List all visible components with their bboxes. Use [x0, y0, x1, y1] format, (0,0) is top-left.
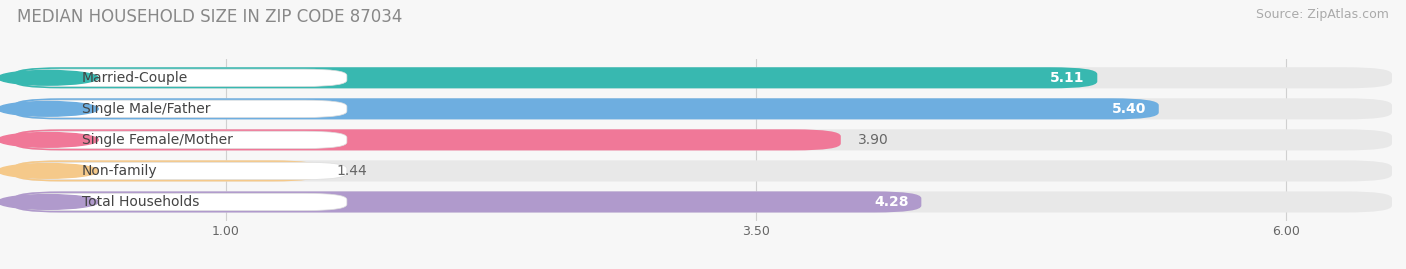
FancyBboxPatch shape [14, 98, 1159, 119]
FancyBboxPatch shape [14, 192, 921, 213]
FancyBboxPatch shape [18, 193, 347, 211]
FancyBboxPatch shape [14, 160, 1392, 182]
Text: Single Female/Mother: Single Female/Mother [82, 133, 233, 147]
FancyBboxPatch shape [18, 131, 347, 148]
Circle shape [0, 70, 98, 85]
Circle shape [0, 101, 98, 116]
FancyBboxPatch shape [14, 129, 841, 150]
Text: Non-family: Non-family [82, 164, 157, 178]
FancyBboxPatch shape [14, 67, 1392, 88]
Text: 1.44: 1.44 [336, 164, 367, 178]
FancyBboxPatch shape [18, 100, 347, 118]
Text: Married-Couple: Married-Couple [82, 71, 188, 85]
FancyBboxPatch shape [14, 160, 319, 182]
Text: 4.28: 4.28 [875, 195, 908, 209]
Circle shape [0, 194, 98, 209]
FancyBboxPatch shape [14, 129, 1392, 150]
Circle shape [0, 164, 98, 178]
Text: 3.90: 3.90 [858, 133, 889, 147]
Text: Source: ZipAtlas.com: Source: ZipAtlas.com [1256, 8, 1389, 21]
FancyBboxPatch shape [14, 67, 1097, 88]
FancyBboxPatch shape [18, 162, 347, 180]
Text: MEDIAN HOUSEHOLD SIZE IN ZIP CODE 87034: MEDIAN HOUSEHOLD SIZE IN ZIP CODE 87034 [17, 8, 402, 26]
Text: Single Male/Father: Single Male/Father [82, 102, 211, 116]
FancyBboxPatch shape [14, 192, 1392, 213]
FancyBboxPatch shape [14, 98, 1392, 119]
Text: Total Households: Total Households [82, 195, 200, 209]
Circle shape [0, 133, 98, 147]
FancyBboxPatch shape [18, 69, 347, 86]
Text: 5.40: 5.40 [1112, 102, 1146, 116]
Text: 5.11: 5.11 [1050, 71, 1084, 85]
